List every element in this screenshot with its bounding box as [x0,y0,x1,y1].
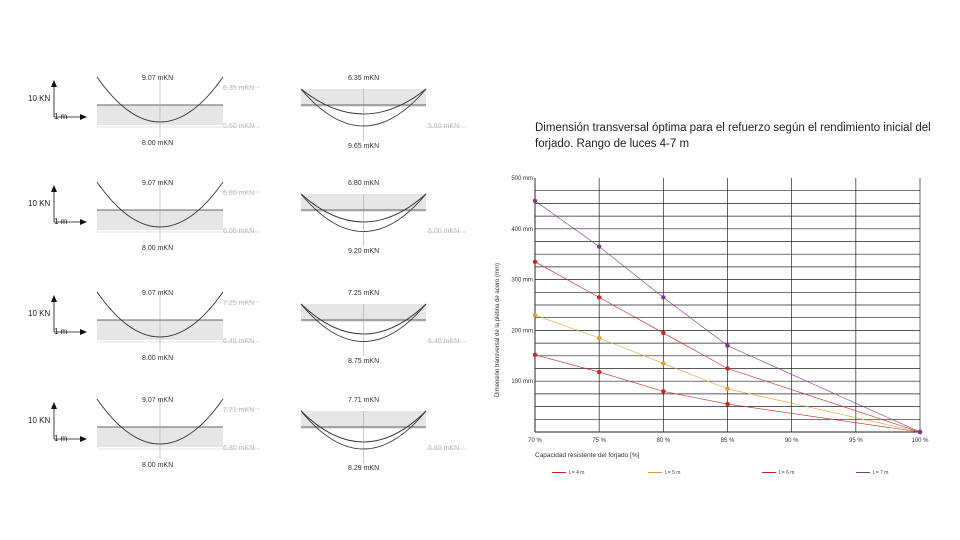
left-top-moment: 9.07 mKN [142,180,174,187]
data-point [661,361,666,366]
x-tick-label: 90 % [785,438,799,444]
left-moment-diagram [51,181,260,242]
scale-length-label: 1 m [54,112,68,121]
right-bottom-moment: 8.75 mKN [348,358,380,365]
legend-swatch [856,472,870,474]
scale-force-label: 10 KN [28,309,51,318]
legend-swatch [552,472,566,474]
y-tick-label: 300 mm [511,278,533,284]
right-top-moment: 6.80 mKN [348,180,380,187]
y-tick-label: 500 mm [511,176,533,182]
legend-label: L= 7 m [873,470,889,476]
left-bottom-moment: 8.00 mKN [142,355,174,362]
right-moment-diagram [300,88,466,141]
ref-lower-label: 5.60 mKN [223,123,255,130]
data-point [532,312,538,318]
left-top-moment: 9.07 mKN [142,290,174,297]
data-point [661,389,666,394]
data-point [917,429,923,435]
legend-entry: L= 6 m [762,470,794,480]
right-top-moment: 6.35 mKN [348,75,380,82]
right-bottom-moment: 9.20 mKN [348,248,380,255]
data-point [596,295,602,300]
data-point [725,386,730,392]
scale-length-label: 1 m [54,327,68,336]
ref-upper-label: 6.35 mKN [223,85,255,92]
data-point [596,244,602,249]
left-top-moment: 9.07 mKN [142,75,174,82]
left-moment-diagram [51,398,260,459]
x-tick-label: 75 % [592,438,606,444]
left-top-moment: 9.07 mKN [142,397,174,404]
data-point [725,366,730,371]
x-tick-label: 80 % [656,438,670,444]
right-ref-lower-label: 6.80 mKN [428,445,460,452]
right-top-moment: 7.71 mKN [348,397,380,404]
x-tick-label: 85 % [721,438,735,444]
scale-length-label: 1 m [54,434,68,443]
y-axis-label: Dimensión transversal de la pletina de a… [495,262,501,398]
scale-force-label: 10 KN [28,199,51,208]
ref-lower-label: 6.00 mKN [223,228,255,235]
data-point [661,330,666,336]
x-axis-label: Capacidad resistente del forjado [%] [535,452,640,459]
x-tick-label: 70 % [528,438,542,444]
data-point [725,401,730,407]
y-tick-label: 100 mm [511,379,533,385]
legend-swatch [762,472,776,474]
right-moment-diagram [300,410,466,463]
data-point [661,295,666,300]
y-tick-label: 400 mm [511,227,533,233]
line-chart: 500 mm 400 mm 300 mm 200 mm 100 mm 70 % 75 % 80… [511,176,929,444]
ref-upper-label: 7.25 mKN [223,300,255,307]
left-moment-diagram [51,291,260,352]
data-point [596,369,602,375]
y-tick-label: 200 mm [511,328,533,334]
data-point [596,335,602,341]
ref-lower-label: 6.40 mKN [223,338,255,345]
right-moment-diagram [300,193,466,246]
x-tick-label: 95 % [849,438,863,444]
scale-force-label: 10 KN [28,94,51,103]
left-moment-diagram [51,76,260,137]
right-bottom-moment: 8.29 mKN [348,465,380,472]
legend-entry: L= 5 m [648,470,680,480]
legend-entry: L= 4 m [552,470,584,480]
legend-swatch [648,472,662,474]
left-bottom-moment: 8.00 mKN [142,462,174,469]
chart-title: Dimensión transversal óptima para el ref… [535,122,931,150]
left-bottom-moment: 8.00 mKN [142,245,174,252]
scale-length-label: 1 m [54,217,68,226]
right-ref-lower-label: 5.60 mKN [428,123,460,130]
ref-upper-label: 6.80 mKN [223,190,255,197]
scale-force-label: 10 KN [28,416,51,425]
right-ref-lower-label: 6.00 mKN [428,228,460,235]
ref-lower-label: 6.80 mKN [223,445,255,452]
ref-upper-label: 7.71 mKN [223,407,255,414]
right-bottom-moment: 9.65 mKN [348,143,380,150]
data-point [725,343,730,348]
right-top-moment: 7.25 mKN [348,290,380,297]
legend-label: L= 4 m [569,470,585,476]
legend-label: L= 6 m [779,470,795,476]
data-point [532,259,538,265]
data-point [532,352,538,357]
left-bottom-moment: 8.00 mKN [142,140,174,147]
x-tick-label: 100 % [911,438,929,444]
legend-entry: L= 7 m [856,470,888,480]
right-moment-diagram [300,303,466,356]
right-ref-lower-label: 6.40 mKN [428,338,460,345]
legend-label: L= 5 m [665,470,681,476]
data-point [532,198,538,204]
